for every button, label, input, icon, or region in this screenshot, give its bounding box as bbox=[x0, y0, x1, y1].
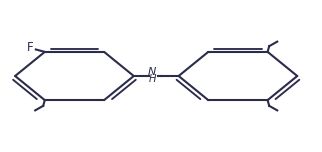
Text: N: N bbox=[148, 67, 156, 77]
Text: F: F bbox=[27, 41, 33, 54]
Text: H: H bbox=[148, 74, 156, 84]
